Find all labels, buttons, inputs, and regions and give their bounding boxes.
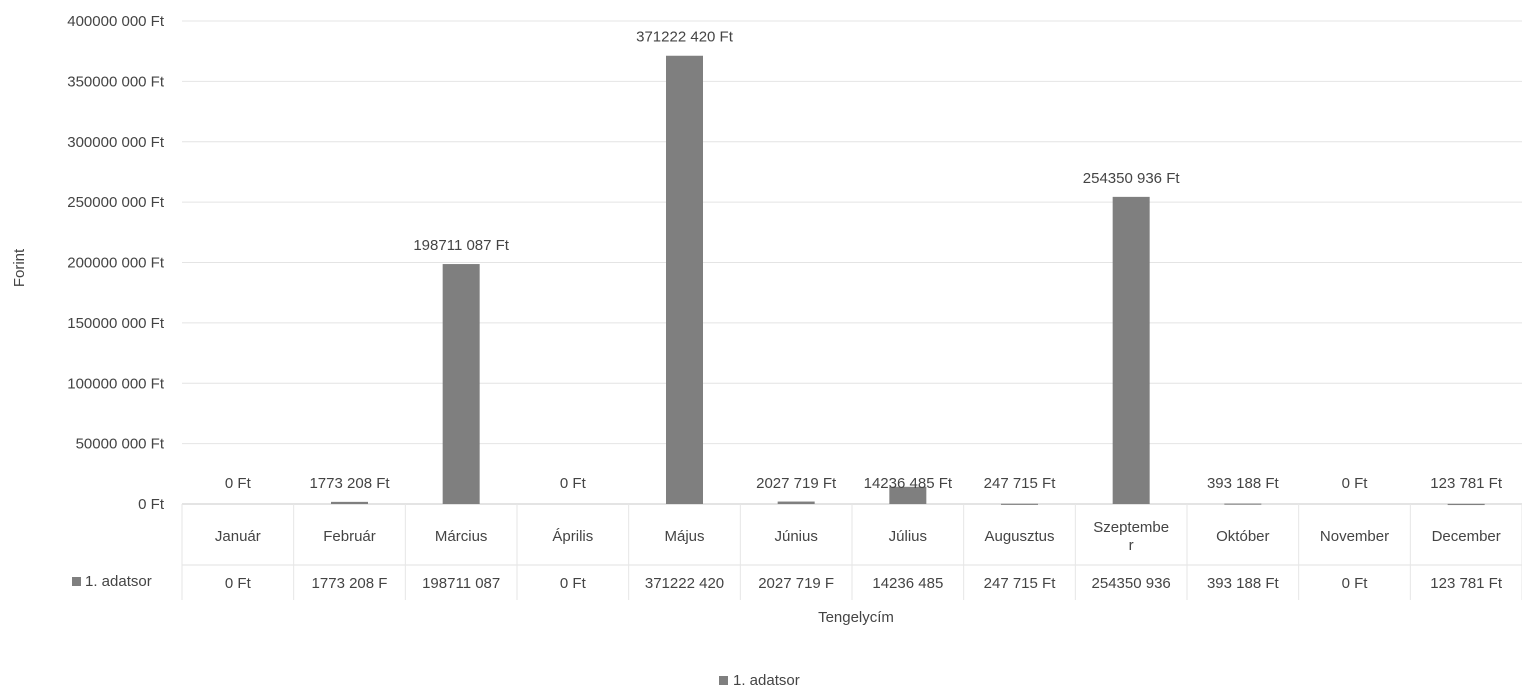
bar xyxy=(777,501,815,504)
table-value: 254350 936 xyxy=(1092,575,1171,592)
table-value: 0 Ft xyxy=(560,575,587,592)
bar-series xyxy=(331,55,1485,506)
y-tick-label: 400000 000 Ft xyxy=(67,13,165,30)
y-tick-label: 150000 000 Ft xyxy=(67,315,165,332)
data-label: 198711 087 Ft xyxy=(413,237,509,254)
data-label: 2027 719 Ft xyxy=(756,475,837,492)
data-label: 123 781 Ft xyxy=(1430,475,1503,492)
bar xyxy=(331,501,368,504)
data-label: 371222 420 Ft xyxy=(636,29,734,46)
data-label: 0 Ft xyxy=(1342,475,1369,492)
legend-swatch xyxy=(719,676,728,685)
table-legend-swatch xyxy=(72,577,81,586)
bar xyxy=(1112,196,1150,504)
y-tick-label: 100000 000 Ft xyxy=(67,375,165,392)
bar xyxy=(889,486,927,504)
bar xyxy=(666,55,703,504)
data-labels: 0 Ft 1773 208 Ft 198711 087 Ft 0 Ft 371222 4… xyxy=(225,29,1503,492)
y-tick-label: 250000 000 Ft xyxy=(67,194,165,211)
table-value: 14236 485 xyxy=(872,575,943,592)
legend: 1. adatsor xyxy=(719,672,800,689)
category-label: December xyxy=(1432,528,1501,545)
data-label: 393 188 Ft xyxy=(1207,475,1280,492)
category-label: Január xyxy=(215,528,261,545)
data-table-row: 0 Ft 1773 208 F 198711 087 0 Ft 371222 420 20… xyxy=(72,573,1503,592)
data-label: 0 Ft xyxy=(560,475,587,492)
category-label: Augusztus xyxy=(984,528,1054,545)
category-label: r xyxy=(1129,537,1134,554)
legend-label: 1. adatsor xyxy=(733,672,800,689)
table-value: 198711 087 xyxy=(422,575,500,592)
data-label: 0 Ft xyxy=(225,475,252,492)
bar xyxy=(1001,503,1038,505)
table-row-header: 1. adatsor xyxy=(85,573,152,590)
category-label: Március xyxy=(435,528,488,545)
category-label: Február xyxy=(323,528,376,545)
category-label: Július xyxy=(889,528,927,545)
x-axis-title: Tengelycím xyxy=(818,609,894,626)
table-value: 123 781 Ft xyxy=(1430,575,1503,592)
data-label: 247 715 Ft xyxy=(984,475,1057,492)
bar xyxy=(1447,503,1485,506)
gridlines xyxy=(182,20,1522,505)
table-value: 0 Ft xyxy=(1342,575,1369,592)
table-value: 393 188 Ft xyxy=(1207,575,1280,592)
data-table-grid xyxy=(181,504,1522,600)
y-axis-tick-labels: 0 Ft 50000 000 Ft 100000 000 Ft 150000 000 … xyxy=(67,13,165,513)
category-label: Május xyxy=(664,528,704,545)
table-value: 1773 208 F xyxy=(312,575,388,592)
category-label: Szeptembe xyxy=(1093,519,1169,536)
bar xyxy=(442,264,480,504)
y-tick-label: 0 Ft xyxy=(138,496,165,513)
y-tick-label: 300000 000 Ft xyxy=(67,134,165,151)
data-label: 1773 208 Ft xyxy=(309,475,390,492)
table-value: 0 Ft xyxy=(225,575,252,592)
y-axis-title: Forint xyxy=(11,248,28,287)
table-value: 371222 420 xyxy=(645,575,724,592)
y-tick-label: 50000 000 Ft xyxy=(76,436,165,453)
category-label: Június xyxy=(774,528,817,545)
bar xyxy=(1224,503,1262,505)
y-tick-label: 200000 000 Ft xyxy=(67,255,165,272)
category-label: November xyxy=(1320,528,1389,545)
table-value: 247 715 Ft xyxy=(984,575,1057,592)
category-labels: Január Február Március Április Május Június Jú… xyxy=(215,519,1501,554)
data-label: 254350 936 Ft xyxy=(1083,170,1181,187)
y-tick-label: 350000 000 Ft xyxy=(67,73,165,90)
category-label: Április xyxy=(552,528,593,545)
table-value: 2027 719 F xyxy=(758,575,834,592)
category-label: Október xyxy=(1216,528,1269,545)
data-label: 14236 485 Ft xyxy=(864,475,953,492)
